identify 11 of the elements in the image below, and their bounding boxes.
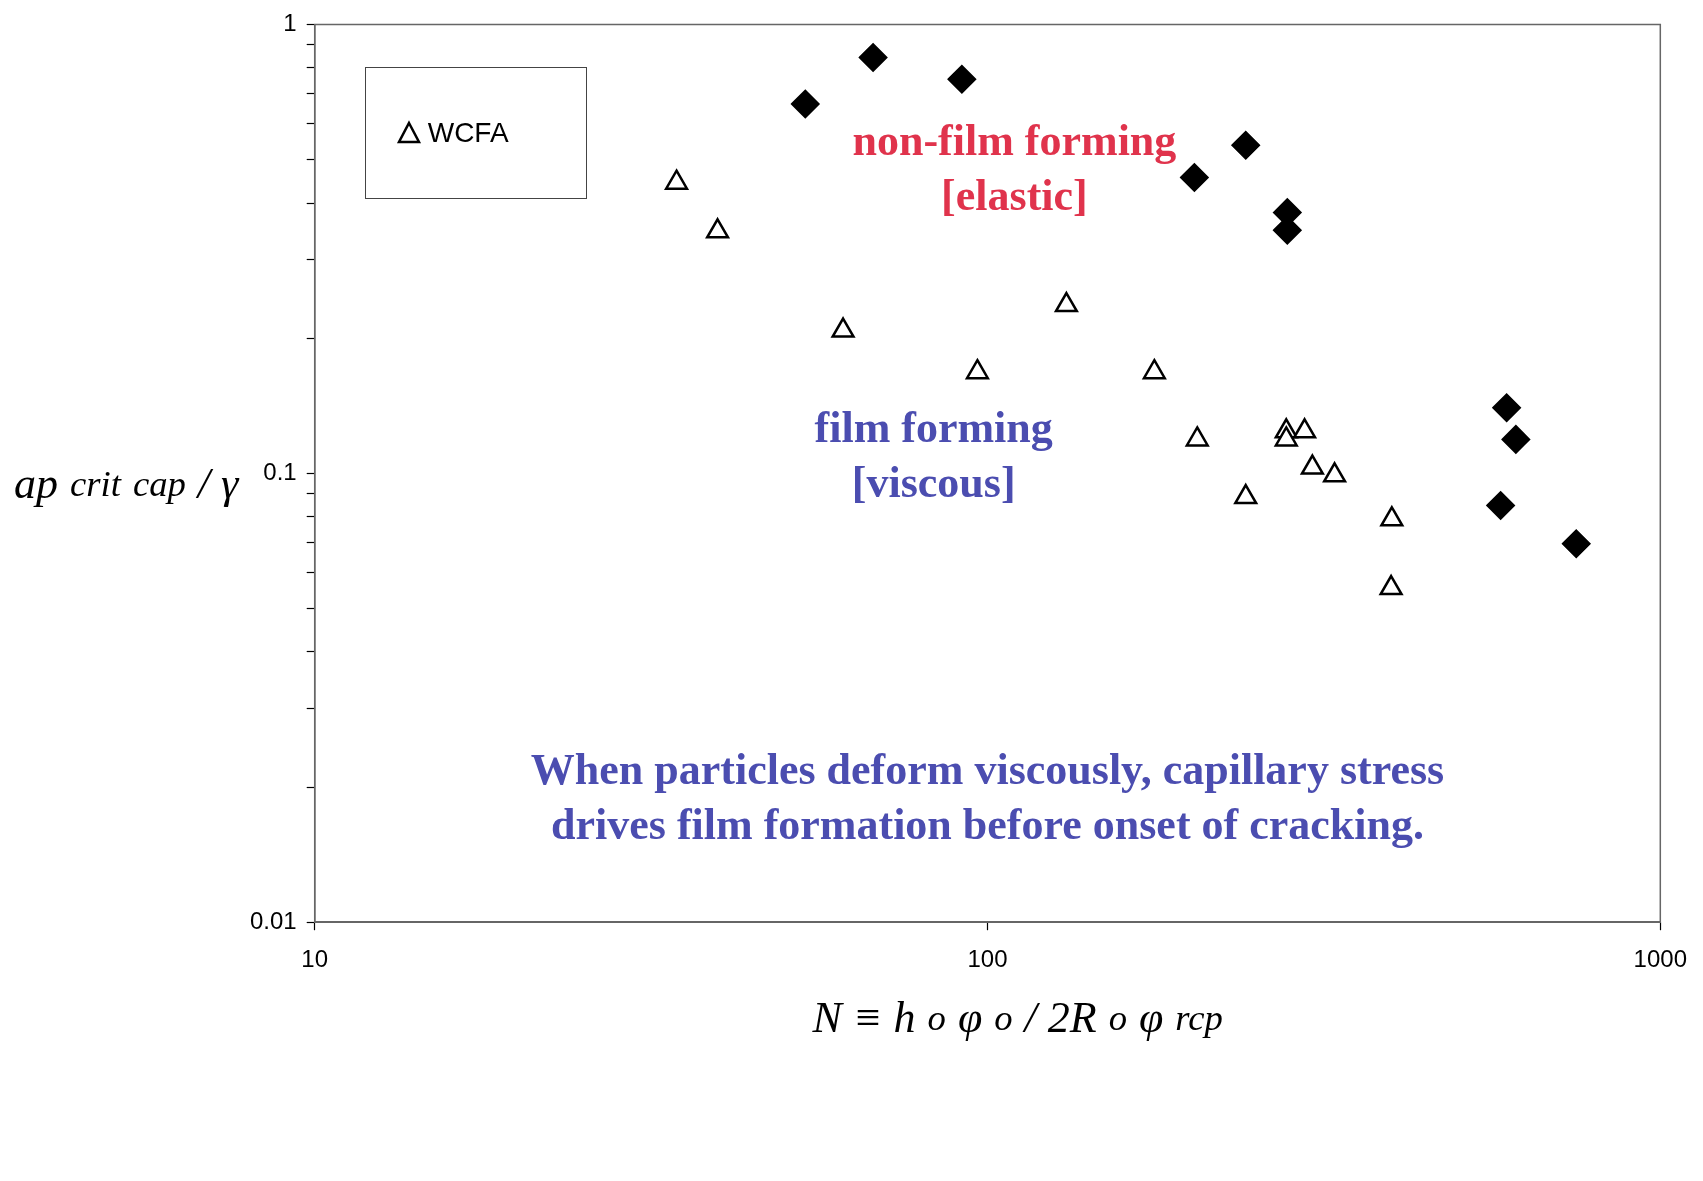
annotation: When particles deform viscously, capillary stress drives film formation before onset of cracking.	[530, 743, 1445, 851]
legend-label: WCFA	[427, 117, 509, 150]
y-tick-label: 0.1	[263, 457, 297, 485]
y-tick-label: 0.01	[249, 906, 297, 934]
x-tick-label: 10	[301, 945, 329, 973]
x-tick-label: 100	[967, 945, 1008, 973]
legend-frame: WCFA	[364, 67, 587, 200]
x-tick-label: 1000	[1633, 945, 1687, 973]
y-tick-label: 1	[283, 9, 297, 37]
annotation: film forming [viscous]	[814, 402, 1053, 510]
annotation: non-film forming [elastic]	[852, 115, 1177, 223]
